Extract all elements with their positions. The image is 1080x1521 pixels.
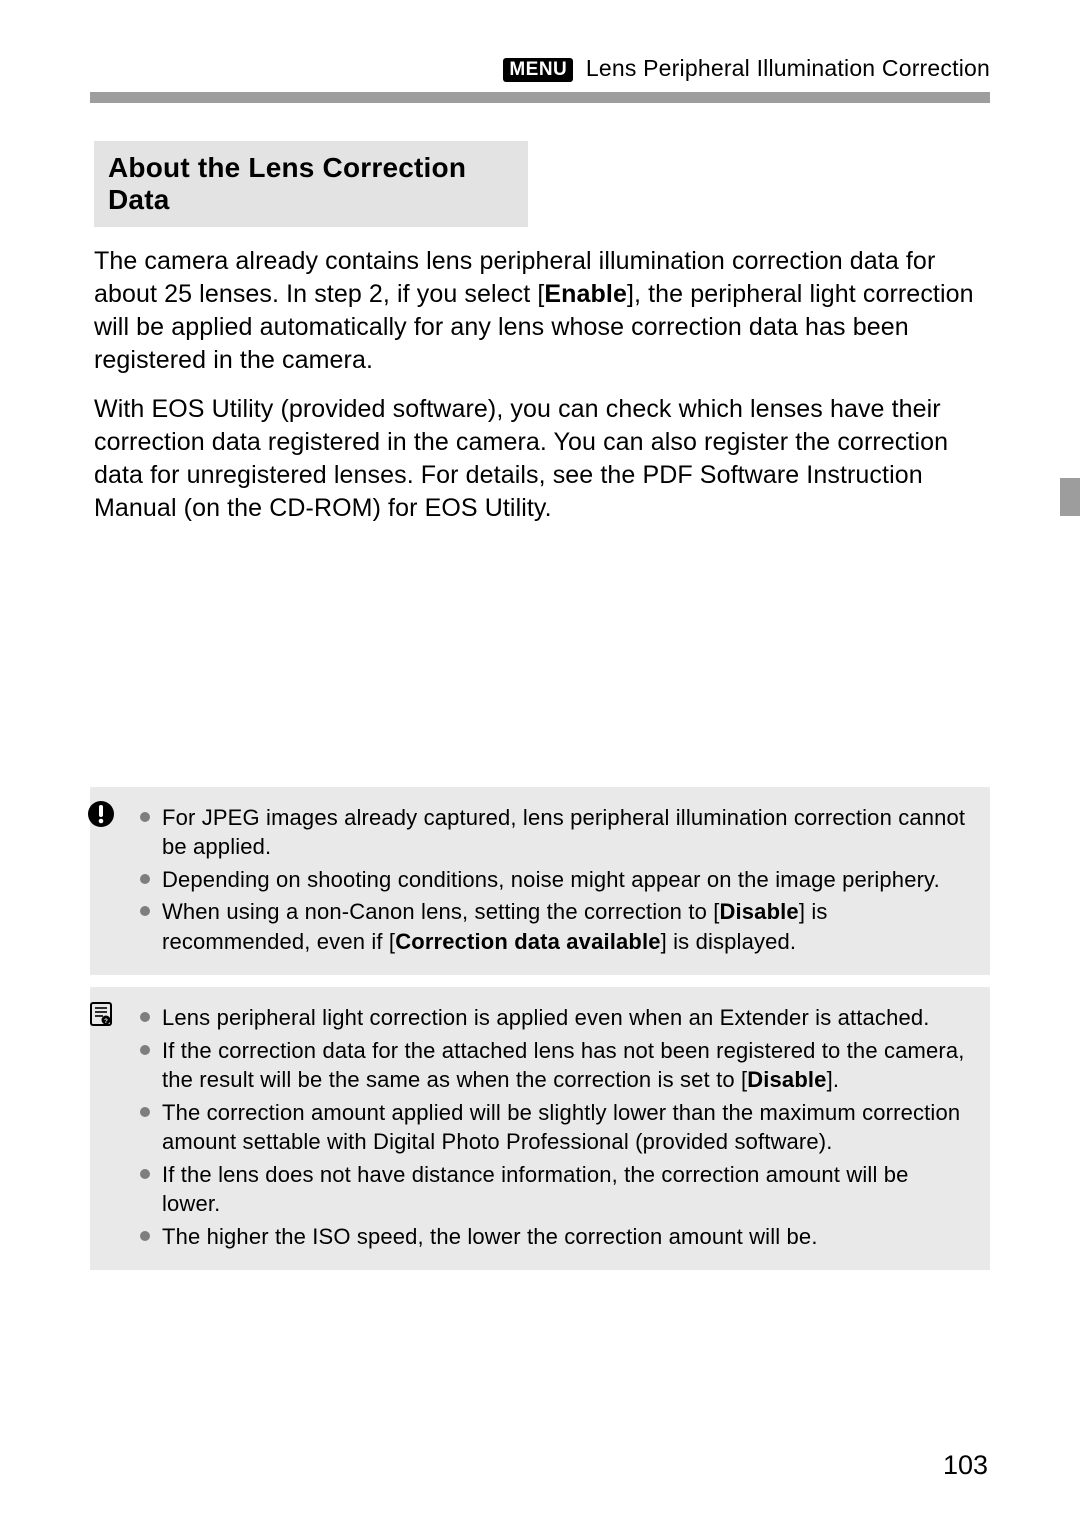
text: Depending on shooting conditions, noise …	[162, 867, 940, 892]
header-divider	[90, 92, 990, 103]
note-box: ? Lens peripheral light correction is ap…	[90, 987, 990, 1270]
text: ] is displayed.	[661, 929, 797, 954]
note-icon: ?	[86, 999, 116, 1029]
page: MENU Lens Peripheral Illumination Correc…	[0, 0, 1080, 1521]
bold: Disable	[747, 1067, 826, 1092]
section-heading: About the Lens Correction Data	[94, 141, 528, 227]
list-item: If the correction data for the attached …	[162, 1036, 972, 1095]
note-list: Lens peripheral light correction is appl…	[162, 1003, 972, 1251]
list-item: The correction amount applied will be sl…	[162, 1098, 972, 1157]
svg-text:?: ?	[104, 1019, 108, 1025]
list-item: For JPEG images already captured, lens p…	[162, 803, 972, 862]
text: The higher the ISO speed, the lower the …	[162, 1224, 818, 1249]
text: ].	[827, 1067, 840, 1092]
list-item: When using a non-Canon lens, setting the…	[162, 897, 972, 956]
body-paragraph-2: With EOS Utility (provided software), yo…	[94, 393, 990, 525]
caution-icon	[86, 799, 116, 829]
para1-bold: Enable	[544, 280, 627, 308]
text: If the lens does not have distance infor…	[162, 1162, 909, 1216]
list-item: If the lens does not have distance infor…	[162, 1160, 972, 1219]
text: The correction amount applied will be sl…	[162, 1100, 960, 1154]
page-number: 103	[943, 1450, 988, 1481]
bold: Correction data available	[395, 929, 660, 954]
text: When using a non-Canon lens, setting the…	[162, 899, 720, 924]
edge-tab-marker	[1060, 478, 1080, 516]
text: If the correction data for the attached …	[162, 1038, 964, 1092]
text: Lens peripheral light correction is appl…	[162, 1005, 930, 1030]
list-item: Lens peripheral light correction is appl…	[162, 1003, 972, 1032]
list-item: The higher the ISO speed, the lower the …	[162, 1222, 972, 1251]
text: For JPEG images already captured, lens p…	[162, 805, 965, 859]
page-header: MENU Lens Peripheral Illumination Correc…	[90, 55, 990, 82]
list-item: Depending on shooting conditions, noise …	[162, 865, 972, 894]
menu-badge-icon: MENU	[503, 58, 573, 82]
header-title: Lens Peripheral Illumination Correction	[586, 55, 990, 81]
caution-list: For JPEG images already captured, lens p…	[162, 803, 972, 956]
body-paragraph-1: The camera already contains lens periphe…	[94, 245, 990, 377]
caution-box: For JPEG images already captured, lens p…	[90, 787, 990, 975]
bold: Disable	[720, 899, 799, 924]
